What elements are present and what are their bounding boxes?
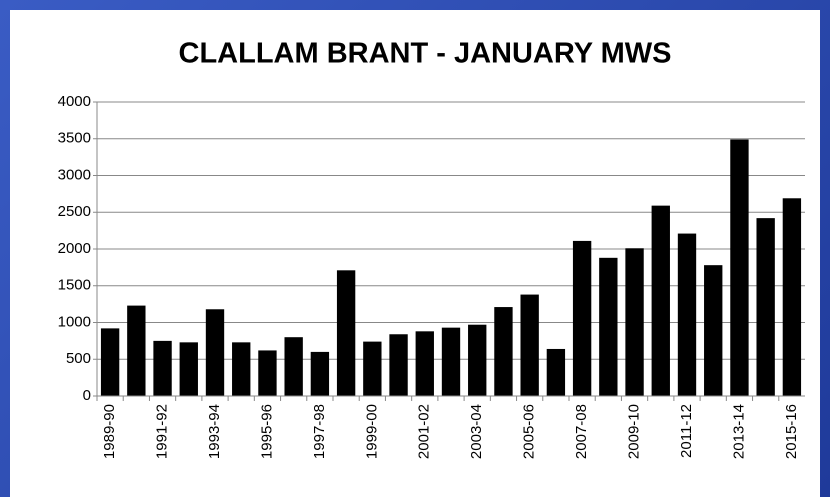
bar bbox=[625, 248, 644, 396]
x-tick-label: 1989-90 bbox=[101, 404, 118, 459]
bar bbox=[704, 265, 723, 396]
x-tick-label: 2005-06 bbox=[521, 404, 538, 459]
bar bbox=[494, 307, 513, 396]
bar bbox=[179, 342, 198, 396]
bar bbox=[572, 240, 592, 396]
bar bbox=[205, 309, 225, 396]
x-tick-label: 1991-92 bbox=[154, 404, 171, 459]
y-tick-label: 1000 bbox=[58, 313, 91, 330]
bar bbox=[546, 348, 566, 396]
y-tick-label: 4000 bbox=[58, 93, 91, 110]
x-tick-label: 2013-14 bbox=[730, 404, 747, 459]
x-tick-label: 1999-00 bbox=[363, 404, 380, 459]
bar bbox=[232, 342, 251, 396]
bar bbox=[782, 198, 802, 396]
bar bbox=[153, 340, 172, 396]
y-tick-label: 2000 bbox=[58, 240, 91, 257]
bar bbox=[415, 331, 434, 396]
bar bbox=[468, 324, 487, 396]
bar bbox=[441, 327, 461, 396]
x-tick-label: 2011-12 bbox=[678, 404, 695, 458]
y-tick-label: 2500 bbox=[58, 203, 91, 220]
bar bbox=[677, 233, 697, 396]
bar bbox=[389, 334, 408, 396]
y-tick-label: 1500 bbox=[58, 277, 91, 294]
bar bbox=[127, 305, 146, 396]
y-tick-label: 3000 bbox=[58, 166, 91, 183]
x-tick-label: 2007-08 bbox=[573, 404, 590, 459]
y-tick-label: 3500 bbox=[58, 130, 91, 147]
bar bbox=[100, 328, 120, 396]
bar bbox=[651, 205, 670, 396]
bar bbox=[756, 218, 775, 396]
bar bbox=[336, 270, 356, 396]
bar bbox=[284, 337, 303, 396]
x-tick-label: 1995-96 bbox=[258, 404, 275, 459]
x-tick-label: 2001-02 bbox=[416, 404, 433, 459]
bar bbox=[599, 257, 618, 396]
x-tick-label: 2003-04 bbox=[468, 404, 485, 459]
bar bbox=[363, 341, 382, 396]
x-tick-label: 2015-16 bbox=[783, 404, 800, 459]
x-tick-label: 2009-10 bbox=[626, 404, 643, 459]
x-tick-label: 1993-94 bbox=[206, 404, 223, 459]
y-tick-label: 500 bbox=[66, 350, 91, 367]
chart-title: CLALLAM BRANT - JANUARY MWS bbox=[179, 38, 672, 70]
x-tick-label: 1997-98 bbox=[311, 404, 328, 459]
bar bbox=[520, 294, 539, 396]
bar bbox=[730, 139, 749, 397]
y-tick-label: 0 bbox=[83, 387, 91, 404]
bar bbox=[310, 351, 330, 396]
bar bbox=[258, 350, 277, 396]
